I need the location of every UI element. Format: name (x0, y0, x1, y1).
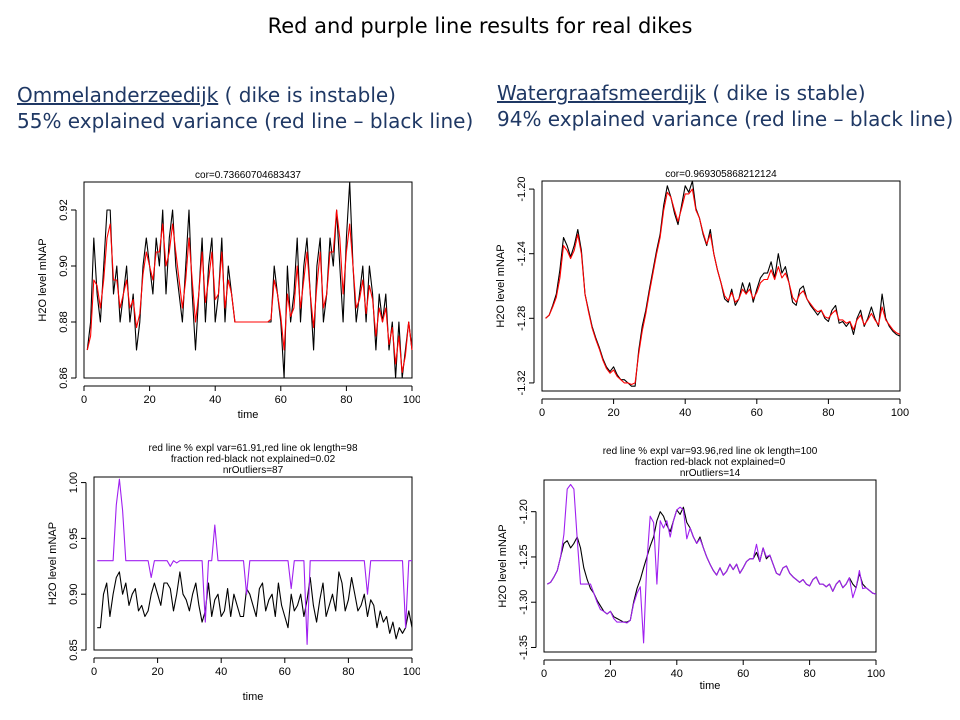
x-tick-label: 0 (539, 407, 545, 419)
series-line-red (86, 209, 413, 373)
y-axis-label: H2O level mNAP (495, 244, 507, 327)
chart-title: red line % expl var=93.96,red line ok le… (603, 446, 818, 457)
left-heading: Ommelanderzeedijk ( dike is instable) 55… (17, 82, 473, 134)
series-line-purple (547, 483, 877, 644)
y-tick-label: -1.20 (516, 177, 528, 202)
y-tick-label: 0.88 (58, 311, 70, 332)
x-tick-label: 0 (541, 668, 547, 680)
slide-title: Red and purple line results for real dik… (267, 14, 693, 38)
series-line-black (97, 571, 413, 640)
chart-subtitle: fraction red-black not explained=0 (635, 457, 786, 468)
x-tick-label: 100 (867, 668, 885, 680)
right-dike-status: ( dike is stable) (706, 81, 866, 105)
y-axis-label: H2O level mNAP (47, 522, 59, 605)
x-tick-label: 20 (607, 407, 619, 419)
plot-box (541, 180, 901, 392)
y-tick-label: 0.90 (68, 583, 80, 604)
y-axis-label: H2O level mNAP (37, 238, 49, 321)
left-dike-name: Ommelanderzeedijk (17, 83, 219, 107)
chart-subtitle: nrOutliers=14 (680, 468, 741, 479)
x-tick-label: 60 (751, 407, 763, 419)
y-tick-label: 0.85 (68, 639, 80, 660)
chart-subtitle: fraction red-black not explained=0.02 (171, 454, 336, 465)
x-tick-label: 20 (151, 666, 163, 678)
y-tick-label: -1.32 (516, 370, 528, 395)
chart-title: cor=0.969305868212124 (665, 169, 777, 180)
x-tick-label: 100 (403, 394, 420, 406)
x-tick-label: 80 (803, 668, 815, 680)
right-variance-text: 94% explained variance (red line – black… (497, 107, 954, 131)
y-tick-label: -1.35 (518, 635, 530, 660)
chart-watergraafsmeer-red-black: cor=0.969305868212124 0 20 40 60 80 100 -1.32 -1… (495, 169, 909, 419)
x-axis-label: time (700, 680, 721, 692)
x-axis-label: time (243, 691, 264, 703)
y-tick-label: 0.92 (58, 199, 70, 220)
x-tick-label: 20 (604, 668, 616, 680)
x-tick-label: 80 (822, 407, 834, 419)
left-dike-status: ( dike is instable) (218, 83, 396, 107)
x-tick-label: 80 (340, 394, 352, 406)
chart-ommelander-purple-black: red line % expl var=61.91,red line ok le… (47, 443, 420, 703)
x-tick-label: 60 (279, 666, 291, 678)
series-line-black (547, 506, 877, 623)
y-tick-label: 0.95 (68, 528, 80, 549)
y-tick-label: 0.90 (58, 255, 70, 276)
x-tick-label: 60 (737, 668, 749, 680)
y-tick-label: 1.00 (68, 472, 80, 493)
x-tick-label: 100 (403, 666, 420, 678)
series-line-red (545, 188, 901, 386)
chart-watergraafsmeer-purple-black: red line % expl var=93.96,red line ok le… (497, 446, 885, 692)
series-line-black (545, 180, 901, 387)
x-tick-label: 60 (275, 394, 287, 406)
y-tick-label: -1.30 (518, 590, 530, 615)
chart-title: cor=0.73660704683437 (195, 170, 301, 181)
x-tick-label: 80 (342, 666, 354, 678)
x-tick-label: 0 (81, 394, 87, 406)
chart-ommelander-red-black: cor=0.73660704683437 0 20 40 60 80 100 0.86 0.88… (37, 170, 420, 421)
left-variance-text: 55% explained variance (red line – black… (17, 109, 474, 133)
x-tick-label: 40 (671, 668, 683, 680)
x-tick-label: 0 (91, 666, 97, 678)
y-tick-label: 0.86 (58, 367, 70, 388)
chart-subtitle: nrOutliers=87 (223, 465, 284, 476)
x-tick-label: 40 (209, 394, 221, 406)
y-tick-label: -1.20 (518, 499, 530, 524)
plot-box (83, 181, 413, 379)
x-tick-label: 40 (679, 407, 691, 419)
x-axis-label: time (238, 409, 259, 421)
y-tick-label: -1.28 (516, 306, 528, 331)
x-tick-label: 20 (143, 394, 155, 406)
x-tick-label: 100 (891, 407, 909, 419)
right-dike-name: Watergraafsmeerdijk (497, 81, 707, 105)
y-tick-label: -1.25 (518, 544, 530, 569)
chart-title: red line % expl var=61.91,red line ok le… (148, 443, 357, 454)
y-axis-label: H2O level mNAP (497, 524, 509, 607)
right-heading: Watergraafsmeerdijk ( dike is stable) 94… (497, 80, 953, 132)
plot-box (543, 479, 877, 653)
x-tick-label: 40 (215, 666, 227, 678)
y-tick-label: -1.24 (516, 241, 528, 266)
series-line-purple (97, 478, 412, 645)
plot-box (93, 476, 413, 651)
